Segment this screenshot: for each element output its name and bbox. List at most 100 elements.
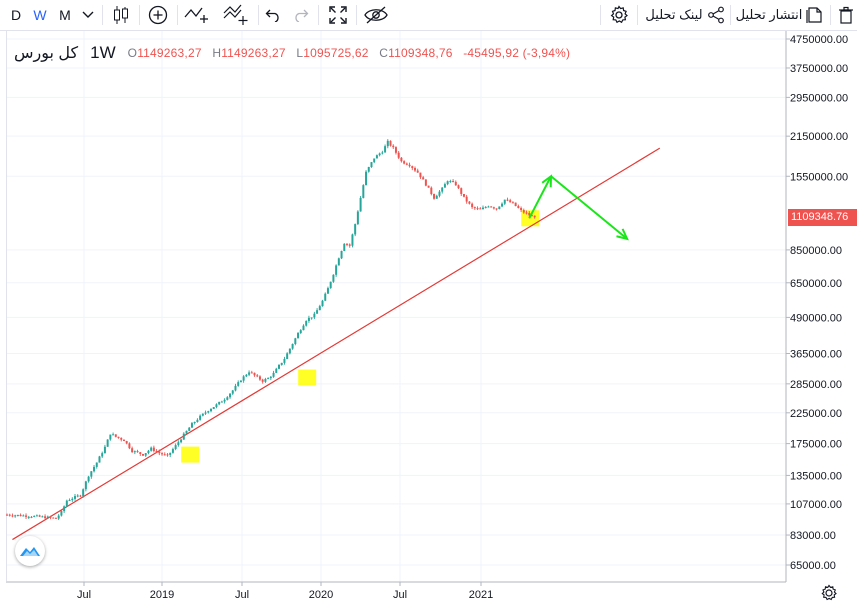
chart-left-border — [6, 31, 7, 581]
trash-icon[interactable] — [836, 0, 856, 30]
candle-body — [471, 203, 474, 208]
candle-body — [46, 516, 49, 519]
candle-body — [286, 353, 289, 360]
price-tick-label: 2950000.00 — [790, 92, 848, 104]
candle-body — [112, 434, 115, 436]
candle-body — [242, 376, 245, 381]
candles-icon[interactable] — [108, 0, 134, 30]
chevron-down-icon[interactable] — [80, 0, 96, 30]
candle-body — [482, 207, 484, 210]
candle-body — [359, 197, 362, 212]
gear-icon[interactable] — [606, 0, 632, 30]
candle-body — [307, 317, 310, 321]
projection-arrow — [528, 175, 552, 219]
price-tick-label: 3750000.00 — [790, 63, 848, 75]
candle-body — [397, 152, 400, 158]
redo-icon[interactable] — [290, 0, 312, 30]
candle-body — [528, 212, 531, 216]
high-key: H — [212, 46, 222, 60]
candle-body — [280, 362, 283, 365]
time-tick-label: Jul — [393, 589, 407, 601]
candle-body — [340, 250, 343, 259]
candle-body — [326, 288, 329, 294]
candle-body — [147, 450, 150, 454]
time-axis[interactable]: Jul 2019 Jul 2020 Jul 2021 — [6, 581, 786, 601]
candle-body — [131, 448, 134, 453]
price-tick-label: 365000.00 — [790, 349, 842, 361]
arrow-head — [616, 228, 629, 241]
symbol-legend[interactable]: کل بورس 1W O1149263,27 H1149263,27 L1095… — [14, 42, 570, 64]
trendline[interactable] — [12, 147, 661, 541]
candle-body — [210, 408, 212, 412]
candle-body — [441, 187, 444, 192]
candle-body — [329, 281, 332, 289]
publish-button[interactable]: انتشار تحلیل — [735, 0, 825, 30]
candle-body — [438, 191, 441, 196]
share-button[interactable]: لینک تحلیل — [643, 0, 727, 30]
candle-body — [495, 208, 498, 210]
candle-body — [465, 196, 468, 202]
open-key: O — [127, 46, 138, 60]
candle-body — [283, 359, 286, 363]
share-icon — [707, 6, 724, 24]
candle-body — [446, 181, 449, 185]
candle-body — [245, 374, 248, 377]
settings-gear-icon[interactable] — [821, 584, 837, 601]
price-tick-label: 107000.00 — [790, 499, 842, 511]
candle-body — [150, 447, 153, 451]
candles — [6, 139, 536, 521]
candle-body — [6, 514, 8, 516]
price-axis[interactable]: 4750000.00 3750000.00 2950000.00 2150000.00… — [785, 31, 848, 582]
time-tick-label: 2021 — [469, 589, 493, 601]
candle-body — [152, 447, 155, 452]
top-toolbar: D W M لینک تحلیل انتشار تحلیل — [0, 0, 857, 31]
interval-day-button[interactable]: D — [10, 7, 22, 23]
candle-body — [449, 181, 452, 183]
toolbar-divider — [318, 5, 319, 25]
interval-month-button[interactable]: M — [59, 7, 71, 23]
interval-week-button[interactable]: W — [33, 7, 47, 23]
price-tick-label: 225000.00 — [790, 408, 842, 420]
candle-body — [430, 187, 433, 195]
projection-arrows[interactable] — [528, 174, 629, 241]
candle-body — [267, 378, 270, 380]
candle-body — [269, 376, 272, 379]
time-tick-label: 2020 — [309, 589, 333, 601]
candle-body — [144, 453, 147, 456]
candle-body — [498, 206, 501, 210]
price-tick-label: 65000.00 — [790, 560, 836, 572]
candle-body — [294, 338, 297, 344]
undo-icon[interactable] — [262, 0, 284, 30]
candle-body — [98, 456, 101, 463]
fullscreen-icon[interactable] — [325, 0, 351, 30]
candle-body — [25, 515, 28, 517]
candle-body — [468, 201, 471, 204]
candle-body — [33, 515, 36, 517]
time-tick-label: Jul — [235, 589, 249, 601]
candle-body — [114, 434, 117, 437]
candle-body — [258, 376, 261, 380]
tradingview-logo-icon[interactable] — [15, 536, 45, 566]
candle-body — [207, 411, 210, 413]
candle-body — [490, 206, 493, 208]
compare-icon[interactable] — [220, 0, 252, 30]
candle-body — [65, 500, 68, 507]
candle-body — [180, 439, 183, 443]
hide-icon[interactable] — [362, 0, 390, 30]
candle-body — [362, 185, 365, 198]
plus-circle-icon[interactable] — [145, 0, 171, 30]
candle-body — [351, 234, 354, 246]
symbol-name[interactable]: کل بورس — [14, 45, 79, 62]
toolbar-divider — [139, 5, 140, 25]
price-tick-label: 135000.00 — [790, 470, 842, 482]
candle-body — [272, 372, 275, 377]
candle-body — [248, 372, 251, 375]
indicators-icon[interactable] — [182, 0, 212, 30]
candle-body — [348, 244, 351, 246]
candle-body — [343, 243, 346, 251]
candle-body — [218, 401, 221, 405]
candle-body — [16, 514, 19, 516]
candle-body — [128, 443, 131, 449]
candle-body — [71, 498, 74, 501]
